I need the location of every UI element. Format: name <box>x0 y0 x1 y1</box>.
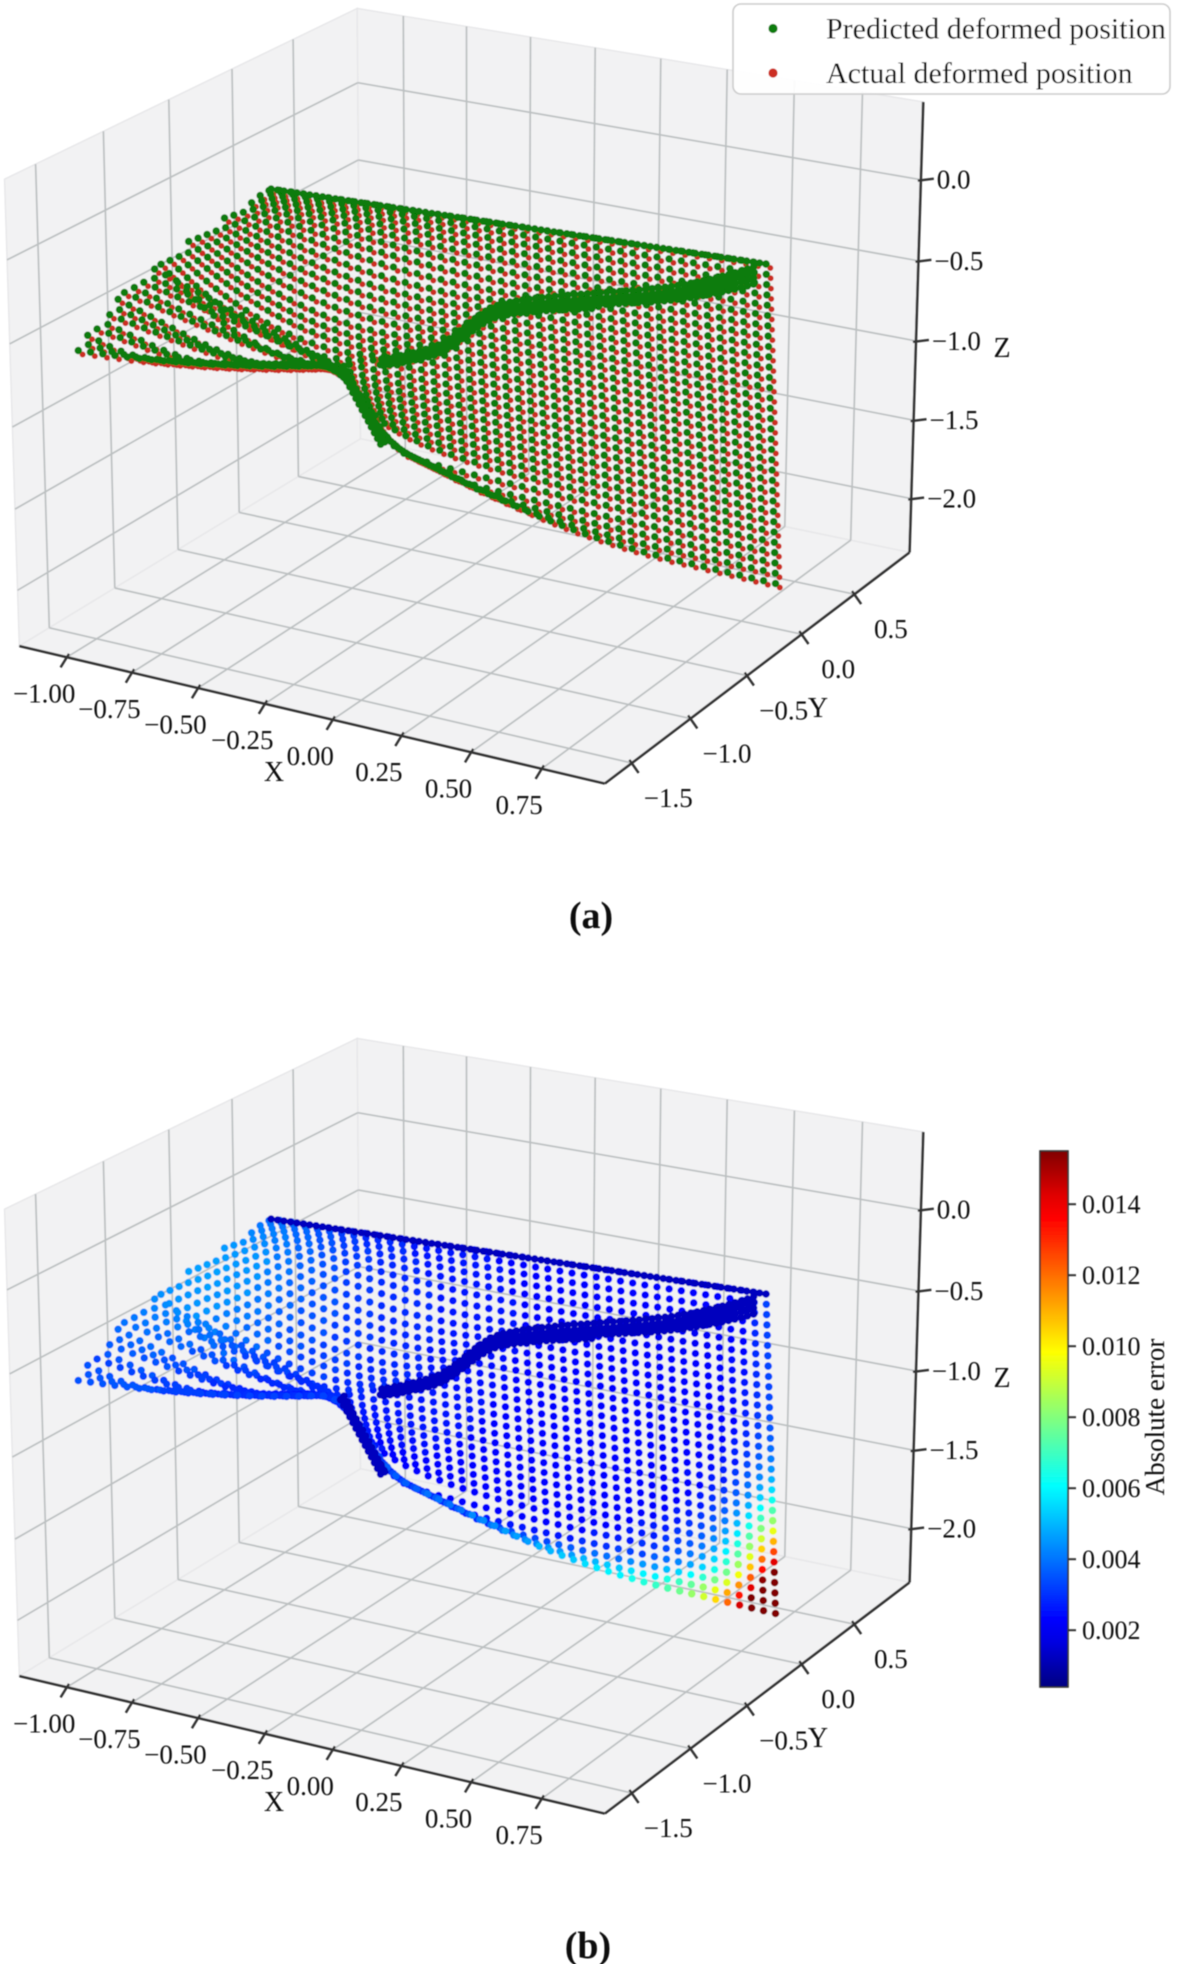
svg-text:−0.25: −0.25 <box>211 1755 273 1785</box>
svg-text:Absolute error: Absolute error <box>1140 1339 1170 1496</box>
svg-text:−0.75: −0.75 <box>78 1724 140 1754</box>
svg-text:Y: Y <box>808 693 828 724</box>
svg-text:−1.00: −1.00 <box>13 1709 75 1739</box>
svg-text:Z: Z <box>993 333 1010 364</box>
svg-text:0.00: 0.00 <box>287 741 334 771</box>
svg-text:0.75: 0.75 <box>495 790 542 820</box>
svg-text:0.5: 0.5 <box>874 1644 908 1674</box>
svg-text:0.50: 0.50 <box>425 773 472 803</box>
svg-text:−0.5: −0.5 <box>759 696 808 726</box>
svg-text:0.008: 0.008 <box>1082 1403 1141 1432</box>
svg-text:0.002: 0.002 <box>1082 1616 1141 1645</box>
svg-text:Y: Y <box>808 1723 828 1754</box>
svg-text:X: X <box>264 757 284 788</box>
svg-text:−0.75: −0.75 <box>78 694 140 724</box>
svg-text:−1.0: −1.0 <box>932 1356 981 1386</box>
svg-text:0.010: 0.010 <box>1082 1332 1141 1361</box>
svg-text:0.00: 0.00 <box>287 1771 334 1801</box>
svg-text:−1.0: −1.0 <box>703 739 752 769</box>
svg-text:0.25: 0.25 <box>355 757 402 787</box>
svg-text:−0.50: −0.50 <box>144 709 206 739</box>
svg-text:0.50: 0.50 <box>425 1803 472 1833</box>
svg-text:Actual deformed position: Actual deformed position <box>826 57 1133 90</box>
svg-text:0.5: 0.5 <box>874 614 908 644</box>
svg-text:0.0: 0.0 <box>821 654 855 684</box>
svg-text:(a): (a) <box>569 895 613 937</box>
svg-text:0.006: 0.006 <box>1082 1474 1141 1503</box>
svg-text:−2.0: −2.0 <box>927 1514 976 1544</box>
svg-text:Predicted deformed position: Predicted deformed position <box>826 13 1166 46</box>
svg-text:−1.5: −1.5 <box>930 405 979 435</box>
svg-text:−1.0: −1.0 <box>703 1769 752 1799</box>
svg-text:0.25: 0.25 <box>355 1787 402 1817</box>
svg-text:0.012: 0.012 <box>1082 1261 1141 1290</box>
svg-text:0.0: 0.0 <box>937 1195 971 1225</box>
svg-text:0.004: 0.004 <box>1082 1545 1141 1574</box>
svg-text:−1.5: −1.5 <box>930 1435 979 1465</box>
svg-text:−1.00: −1.00 <box>13 679 75 709</box>
svg-text:−0.50: −0.50 <box>144 1739 206 1769</box>
svg-text:Z: Z <box>993 1363 1010 1394</box>
svg-text:0.0: 0.0 <box>821 1684 855 1714</box>
svg-text:−1.5: −1.5 <box>644 1813 693 1843</box>
svg-text:−1.5: −1.5 <box>644 783 693 813</box>
svg-text:−0.5: −0.5 <box>934 1276 983 1306</box>
svg-text:−1.0: −1.0 <box>932 326 981 356</box>
svg-text:−2.0: −2.0 <box>927 484 976 514</box>
svg-text:−0.5: −0.5 <box>759 1726 808 1756</box>
svg-text:0.0: 0.0 <box>937 165 971 195</box>
svg-text:0.75: 0.75 <box>495 1820 542 1850</box>
svg-text:−0.25: −0.25 <box>211 725 273 755</box>
svg-text:(b): (b) <box>565 1925 611 1964</box>
svg-text:X: X <box>264 1787 284 1818</box>
svg-text:−0.5: −0.5 <box>934 246 983 276</box>
svg-text:0.014: 0.014 <box>1082 1190 1141 1219</box>
